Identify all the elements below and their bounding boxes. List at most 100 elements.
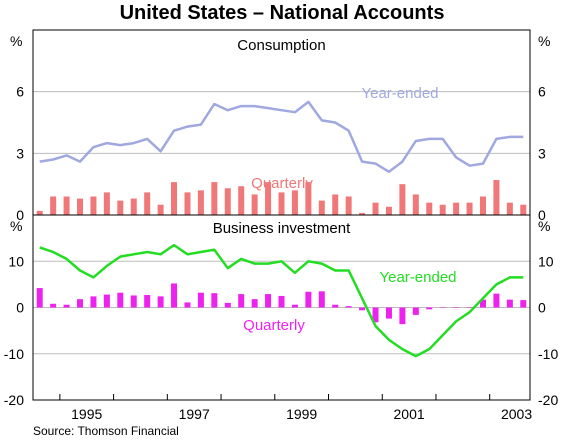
investment-year-ended-label: Year-ended: [379, 269, 456, 286]
x-tick-label: 2003: [501, 406, 532, 422]
consumption-quarterly-bar: [103, 192, 110, 215]
consumption-quarterly-bar: [184, 192, 191, 215]
investment-quarterly-bar: [439, 307, 446, 308]
investment-quarterly-bar: [372, 307, 379, 323]
consumption-quarterly-bar: [117, 200, 124, 215]
consumption-quarterly-bar: [439, 204, 446, 215]
investment-quarterly-bar: [251, 299, 258, 308]
investment-quarterly-bar: [77, 299, 84, 308]
x-axis: 1995 1997 1999 2001 2003: [59, 394, 532, 422]
x-tick-label: 1999: [286, 406, 317, 422]
investment-quarterly-bar: [184, 302, 191, 308]
consumption-quarterly-bar: [238, 186, 245, 215]
consumption-quarterly-bar: [372, 202, 379, 215]
investment-quarterly-bar: [265, 294, 272, 308]
consumption-quarterly-label: Quarterly: [251, 175, 313, 192]
chart-frame: [32, 29, 531, 401]
consumption-quarterly-bar: [50, 196, 57, 215]
consumption-quarterly-bar: [90, 196, 97, 215]
investment-quarterly-bar: [224, 302, 231, 308]
consumption-y-tick-right: 6: [538, 84, 546, 100]
investment-quarterly-bar: [520, 300, 527, 308]
consumption-quarterly-bar: [412, 194, 419, 215]
investment-quarterly-bar: [291, 304, 298, 308]
consumption-quarterly-bar: [345, 196, 352, 215]
x-tick-label: 1995: [71, 406, 102, 422]
investment-quarterly-label: Quarterly: [243, 317, 305, 334]
consumption-quarterly-bar: [479, 196, 486, 215]
consumption-quarterly-bar: [520, 204, 527, 215]
investment-quarterly-bar: [305, 291, 312, 308]
investment-unit-left: %: [10, 218, 22, 234]
consumption-y-tick-left: 0: [16, 207, 24, 223]
consumption-quarterly-bar: [36, 210, 43, 215]
consumption-quarterly-bar: [197, 190, 204, 215]
investment-quarterly-bar: [332, 304, 339, 308]
investment-y-tick-left: -20: [4, 392, 24, 408]
consumption-quarterly-bar: [291, 190, 298, 215]
investment-quarterly-bar: [345, 306, 352, 308]
investment-quarterly-bar: [36, 288, 43, 308]
consumption-quarterly-bar: [426, 202, 433, 215]
consumption-quarterly-bar: [506, 202, 513, 215]
x-tick-label: 2001: [394, 406, 425, 422]
consumption-quarterly-bar: [130, 198, 137, 215]
consumption-y-tick-left: 3: [16, 145, 24, 161]
investment-quarterly-bar: [63, 304, 70, 308]
investment-quarterly-bar: [453, 307, 460, 308]
investment-quarterly-bar: [211, 293, 218, 308]
investment-quarterly-bar: [144, 295, 151, 308]
investment-quarterly-bar: [359, 307, 366, 311]
x-tick-label: 1997: [179, 406, 210, 422]
investment-quarterly-bar: [103, 294, 110, 308]
source-note: Source: Thomson Financial: [33, 424, 179, 438]
consumption-quarterly-bar: [157, 204, 164, 215]
investment-quarterly-bar: [493, 293, 500, 308]
consumption-quarterly-bar: [305, 182, 312, 215]
investment-y-tick-right: -20: [538, 392, 558, 408]
investment-quarterly-bar: [278, 295, 285, 308]
consumption-quarterly-bar: [278, 192, 285, 215]
consumption-quarterly-bar: [399, 184, 406, 215]
investment-y-tick-left: 0: [16, 300, 24, 316]
consumption-quarterly-bar: [359, 212, 366, 215]
consumption-quarterly-bar: [385, 206, 392, 215]
consumption-quarterly-bar: [493, 180, 500, 215]
chart-title: United States – National Accounts: [119, 2, 445, 24]
investment-year-ended-line: [39, 243, 524, 358]
consumption-quarterly-bar: [265, 182, 272, 215]
consumption-quarterly-bar: [251, 194, 258, 215]
investment-quarterly-bar: [238, 294, 245, 308]
investment-quarterly-bar: [171, 283, 178, 308]
investment-quarterly-bar: [318, 291, 325, 308]
business-investment-panel: -20 -20 -10 -10 0 0 10 10% % Business investment Y…: [4, 218, 559, 408]
consumption-unit-right: %: [538, 33, 550, 49]
investment-y-tick-right: 10: [538, 253, 554, 269]
consumption-quarterly-bar: [318, 200, 325, 215]
investment-quarterly-bar: [157, 296, 164, 308]
consumption-quarterly-bar: [63, 196, 70, 215]
consumption-unit-left: %: [10, 33, 22, 49]
investment-quarterly-bar: [399, 307, 406, 325]
investment-y-tick-left: -10: [4, 346, 24, 362]
consumption-quarterly-bar: [453, 202, 460, 215]
investment-y-tick-left: 10: [8, 253, 24, 269]
investment-quarterly-bar: [90, 296, 97, 308]
investment-panel-border: [32, 214, 531, 401]
consumption-panel: 0 0 3 3 6 6% % Consumption Year-ended Quarterly: [10, 33, 550, 223]
investment-unit-right: %: [538, 218, 550, 234]
investment-quarterly-bar: [197, 292, 204, 308]
investment-quarterly-bar: [466, 307, 473, 308]
investment-quarterly-bar: [117, 292, 124, 308]
consumption-panel-title: Consumption: [237, 37, 325, 54]
consumption-quarterly-bar: [332, 194, 339, 215]
investment-quarterly-bar: [506, 299, 513, 308]
investment-y-tick-right: 0: [538, 300, 546, 316]
investment-quarterly-bar: [50, 303, 57, 308]
consumption-quarterly-bar: [144, 192, 151, 215]
consumption-y-tick-right: 3: [538, 145, 546, 161]
consumption-quarterly-bar: [171, 182, 178, 215]
consumption-year-ended-line: [39, 100, 524, 174]
investment-quarterly-bar: [426, 307, 433, 310]
